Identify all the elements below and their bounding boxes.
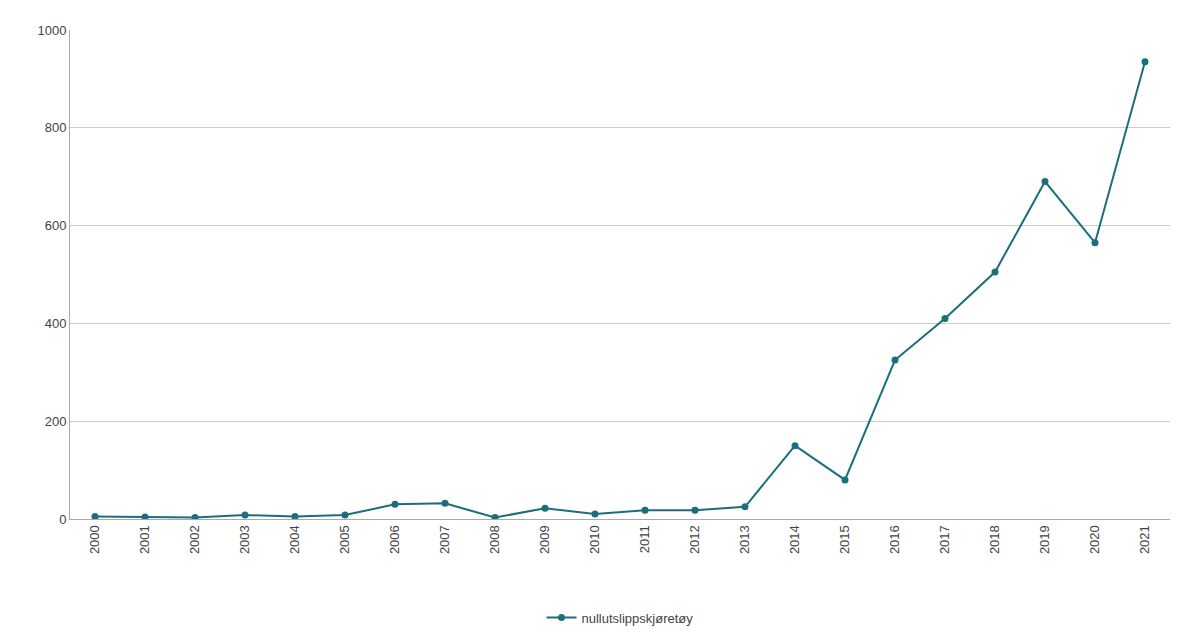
svg-text:200: 200 [45,414,67,429]
svg-text:2019: 2019 [1037,525,1052,554]
svg-text:2012: 2012 [687,525,702,554]
svg-text:2020: 2020 [1087,525,1102,554]
svg-text:2004: 2004 [287,525,302,554]
svg-text:2013: 2013 [737,525,752,554]
svg-text:2008: 2008 [487,525,502,554]
svg-text:1000: 1000 [37,23,66,38]
svg-text:0: 0 [59,512,66,527]
svg-text:400: 400 [45,316,67,331]
svg-text:2000: 2000 [87,525,102,554]
svg-text:2017: 2017 [937,525,952,554]
svg-text:2005: 2005 [337,525,352,554]
svg-text:2002: 2002 [187,525,202,554]
svg-text:2001: 2001 [137,525,152,554]
svg-text:2003: 2003 [237,525,252,554]
svg-text:2015: 2015 [837,525,852,554]
svg-text:2010: 2010 [587,525,602,554]
svg-text:800: 800 [45,120,67,135]
svg-text:2014: 2014 [787,525,802,554]
svg-text:2016: 2016 [887,525,902,554]
svg-text:2009: 2009 [537,525,552,554]
svg-text:2021: 2021 [1137,525,1152,554]
svg-text:600: 600 [45,218,67,233]
svg-text:2006: 2006 [387,525,402,554]
svg-text:nullutslippskjøretøy: nullutslippskjøretøy [582,611,694,626]
svg-text:2018: 2018 [987,525,1002,554]
svg-text:2011: 2011 [637,525,652,553]
svg-text:2007: 2007 [437,525,452,554]
